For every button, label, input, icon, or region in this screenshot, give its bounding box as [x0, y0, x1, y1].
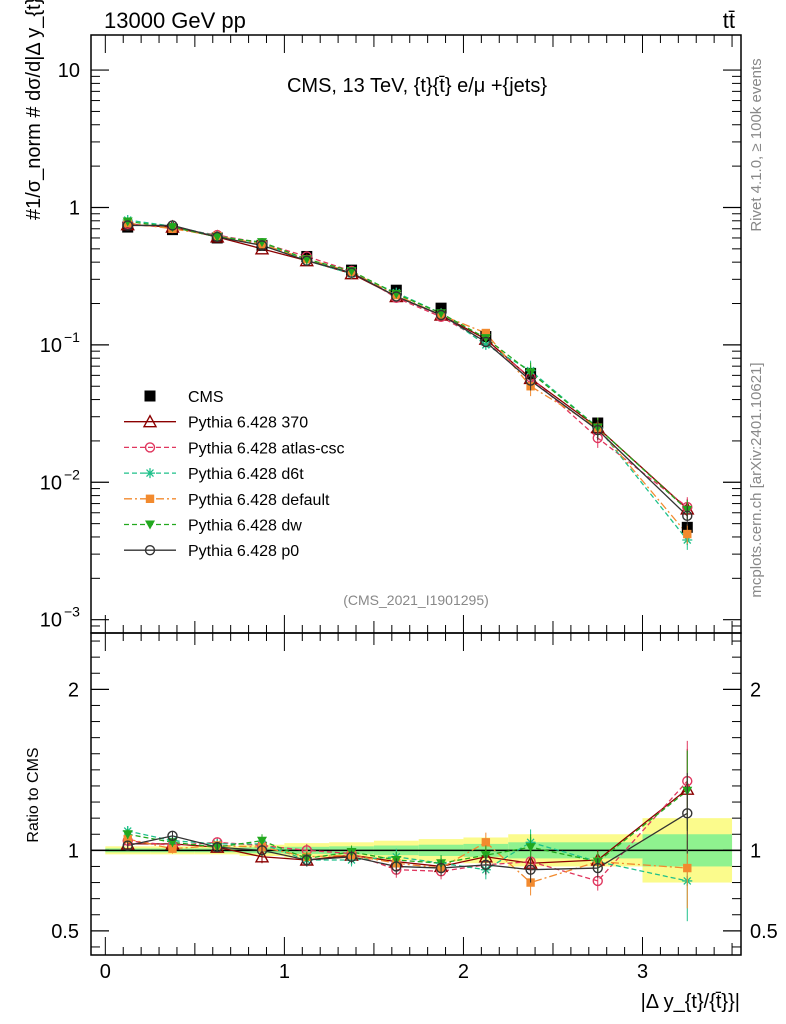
main-y-tick-label: 10 — [40, 472, 62, 494]
ratio-point-default — [683, 863, 692, 873]
point-d6t — [480, 339, 491, 350]
point-p0 — [435, 309, 447, 321]
ratio-y-tick-label: 2 — [68, 679, 79, 701]
point-dw — [480, 334, 491, 344]
series-line-default — [127, 222, 688, 535]
point-p0 — [301, 255, 312, 266]
ratio-point-p0 — [301, 854, 312, 866]
ratio-series-markers — [120, 740, 695, 922]
point-dw — [212, 232, 223, 242]
main-y-tick-label: 10 — [40, 335, 62, 357]
legend-marker-p0 — [144, 545, 156, 556]
ratio-point-dw — [525, 843, 536, 853]
legend-marker-atlas-csc — [144, 442, 156, 453]
ratio-y-tick-label: 0.5 — [51, 921, 79, 943]
ratio-point-p0 — [122, 840, 133, 851]
legend-label-370: Pythia 6.428 370 — [188, 415, 308, 432]
legend-marker-d6t — [145, 468, 155, 479]
legend-marker-dw — [145, 520, 155, 530]
legend-label-dw: Pythia 6.428 dw — [188, 518, 302, 535]
main-series-lines — [127, 219, 688, 541]
x-tick-label: 0 — [100, 961, 111, 983]
ratio-point-default — [168, 844, 177, 853]
main-y-tick-exponent: −2 — [64, 466, 80, 482]
ratio-y-axis-label: Ratio to CMS — [25, 747, 42, 842]
point-p0 — [592, 424, 603, 436]
legend-marker-370 — [142, 414, 158, 428]
x-tick-label: 2 — [458, 961, 469, 983]
ratio-point-p0 — [212, 841, 223, 853]
ratio-point-p0 — [346, 851, 357, 862]
series-line-atlas-csc — [127, 223, 688, 508]
point-p0 — [256, 240, 268, 251]
point-p0 — [167, 220, 178, 231]
chart-title: CMS, 13 TeV, {t}{t̄} e/μ +{jets} — [287, 75, 547, 97]
main-y-tick-label: 10 — [58, 60, 80, 82]
ratio-series-lines — [127, 780, 688, 884]
x-axis-label: |Δ y_{t}/{t̄}}| — [641, 991, 740, 1013]
main-y-tick-label: 1 — [69, 197, 80, 219]
ratio-point-default — [481, 838, 491, 847]
main-series-markers — [120, 215, 695, 550]
main-y-tick-label: 10 — [40, 610, 62, 632]
ratio-point-p0 — [525, 864, 536, 875]
ratio-line-p0 — [127, 812, 688, 871]
ratio-point-370 — [254, 849, 270, 863]
legend: CMS Pythia 6.428 370 Pythia 6.428 atlas-cs… — [124, 389, 345, 560]
point-p0 — [682, 510, 693, 522]
legend-marker-default — [145, 494, 155, 503]
ratio-frame — [90, 632, 742, 956]
ratio-point-p0 — [682, 808, 693, 819]
point-p0 — [122, 220, 133, 231]
ratio-line-dw — [127, 790, 688, 864]
legend-label-d6t: Pythia 6.428 d6t — [188, 466, 304, 483]
point-dw — [257, 238, 268, 248]
ratio-y-tick-label-right: 0.5 — [750, 921, 778, 943]
process-label: tt̄ — [723, 8, 735, 33]
x-tick-label: 1 — [279, 961, 290, 983]
main-y-axis-label: #1/σ_norm # dσ/d|Δ y_{t}/{t̄}}| — [23, 0, 45, 220]
ratio-line-d6t — [127, 830, 688, 882]
ratio-panel: 0.5 0.5 1 1 2 2 0 1 2 3 Ratio to CMS — [25, 632, 778, 983]
ratio-y-tick-label-right: 1 — [750, 840, 761, 862]
legend-marker-CMS — [144, 390, 156, 402]
point-p0 — [391, 291, 402, 302]
ratio-point-p0 — [391, 861, 402, 872]
ratio-point-dw — [122, 830, 133, 840]
main-y-tick-exponent: −3 — [64, 604, 80, 620]
energy-label: 13000 GeV pp — [104, 8, 246, 33]
series-line-p0 — [127, 224, 688, 517]
main-y-axis-label-text: #1/σ_norm # dσ/d|Δ y_{t}/{t̄}}| — [23, 0, 45, 220]
x-tick-label: 3 — [637, 961, 648, 983]
ratio-y-tick-label: 1 — [68, 840, 79, 862]
point-default — [683, 529, 692, 539]
point-p0 — [480, 336, 492, 348]
ratio-point-p0 — [480, 859, 492, 871]
ratio-point-p0 — [592, 862, 603, 874]
point-p0 — [525, 375, 536, 386]
ratio-point-p0 — [256, 845, 268, 856]
legend-label-atlas-csc: Pythia 6.428 atlas-csc — [188, 440, 345, 457]
mcplots-label: mcplots.cern.ch [arXiv:2401.10621] — [748, 362, 765, 597]
point-dw — [167, 223, 178, 233]
point-dw — [122, 217, 133, 227]
main-y-tick-exponent: −1 — [64, 329, 80, 345]
ratio-y-tick-label-right: 2 — [750, 679, 761, 701]
legend-label-p0: Pythia 6.428 p0 — [188, 543, 299, 560]
rivet-label: Rivet 4.1.0, ≥ 100k events — [748, 58, 765, 231]
ratio-axis-ticks: 0.5 0.5 1 1 2 2 0 1 2 3 — [51, 633, 778, 983]
legend-label-default: Pythia 6.428 default — [188, 492, 330, 509]
point-p0 — [346, 267, 357, 278]
point-default — [481, 328, 491, 338]
watermark-label: (CMS_2021_I1901295) — [343, 592, 489, 608]
point-p0 — [212, 231, 223, 243]
legend-label-CMS: CMS — [188, 389, 224, 406]
ratio-point-p0 — [167, 830, 178, 842]
ratio-point-dw — [167, 838, 178, 848]
ratio-point-dw — [257, 836, 268, 846]
ratio-point-p0 — [435, 862, 447, 874]
